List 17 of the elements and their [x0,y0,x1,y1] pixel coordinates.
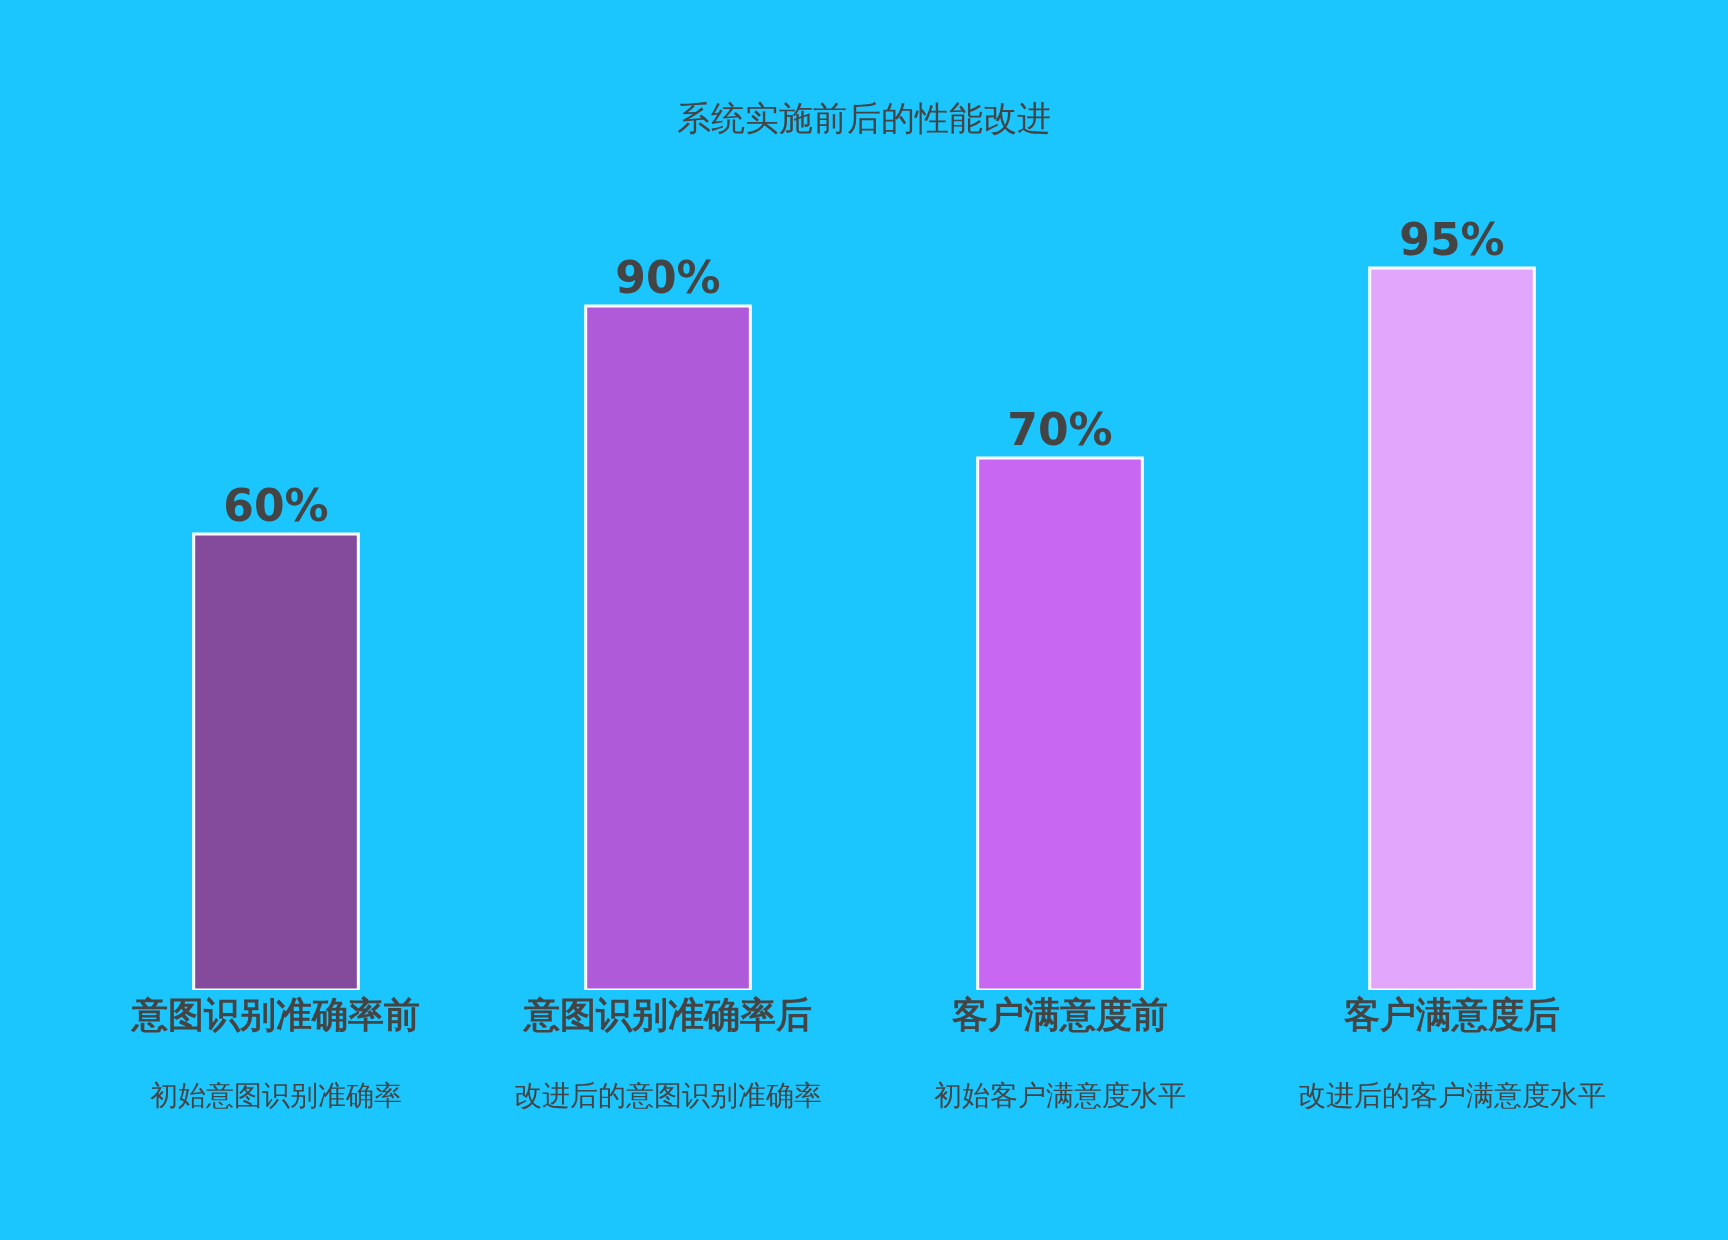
data-label: 90% [615,252,721,303]
x-tick-label: 客户满意度后 [1343,994,1560,1035]
text: 改进后的客户满意度水平 [1298,1079,1606,1112]
data-label: 95% [1399,214,1505,265]
x-tick-label: 客户满意度前 [951,994,1168,1035]
bar [976,456,1144,990]
data-label: 60% [223,480,329,531]
bar [1368,266,1536,990]
bar [192,532,360,990]
x-tick-label: 意图识别准确率后 [522,994,812,1035]
x-tick-label: 意图识别准确率前 [130,994,420,1035]
data-label: 70% [1007,404,1113,455]
text: 改进后的意图识别准确率 [514,1079,822,1112]
text: 初始意图识别准确率 [150,1079,402,1112]
text: 初始客户满意度水平 [934,1079,1186,1112]
bar [584,304,752,990]
chart-title: 系统实施前后的性能改进 [677,97,1051,138]
